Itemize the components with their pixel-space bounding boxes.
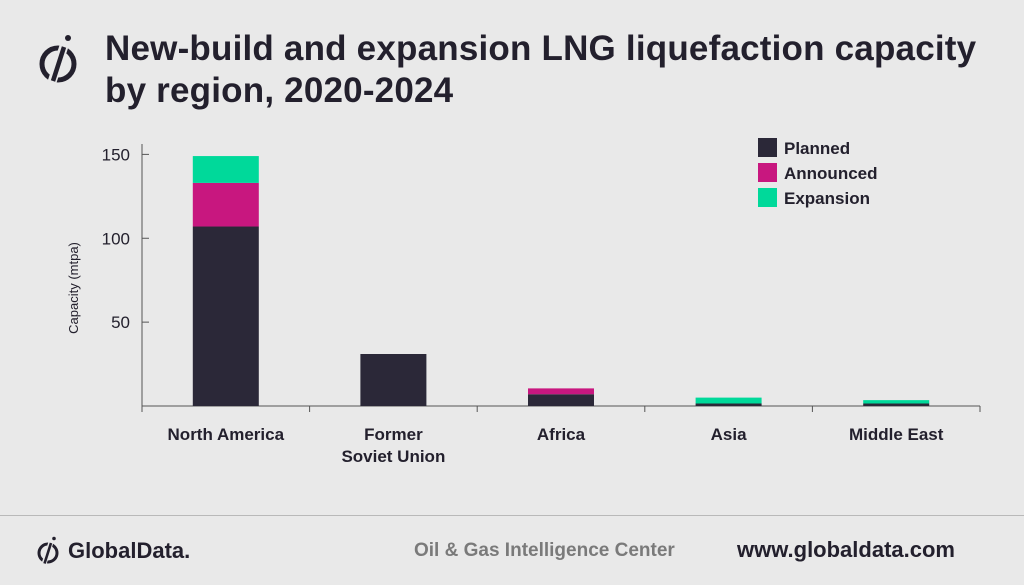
legend-swatch-announced <box>758 163 777 182</box>
chart-title: New-build and expansion LNG liquefaction… <box>105 29 977 110</box>
bar-expansion-north-america <box>192 156 259 183</box>
x-tick-label: Former Soviet Union <box>341 425 445 466</box>
y-tick-label: 50 <box>111 313 130 332</box>
footer-brand-name: GlobalData. <box>68 538 191 563</box>
legend-swatch-expansion <box>758 188 777 207</box>
chart: 50 100 150 Capacity (mtpa) North America Form… <box>66 138 981 466</box>
bar-announced-north-america <box>192 182 259 227</box>
y-tick-label: 100 <box>102 229 130 248</box>
bar-expansion-asia <box>695 397 762 404</box>
bar-planned-africa <box>528 394 594 406</box>
footer-url-link[interactable]: www.globaldata.com <box>737 537 955 562</box>
bar-expansion-middle-east <box>863 400 930 404</box>
footer-center-name: Oil & Gas Intelligence Center <box>414 540 675 561</box>
bar-planned-north-america <box>192 226 259 406</box>
footer-divider <box>0 515 1024 516</box>
y-axis-label: Capacity (mtpa) <box>66 242 81 334</box>
legend-label-planned: Planned <box>784 139 850 158</box>
x-tick-label: North America <box>168 425 285 444</box>
legend-label-announced: Announced <box>784 164 878 183</box>
globaldata-logo-icon <box>39 35 77 84</box>
bar-planned-asia <box>695 403 762 406</box>
legend-label-expansion: Expansion <box>784 189 870 208</box>
header: New-build and expansion LNG liquefaction… <box>36 22 1006 122</box>
y-tick-label: 150 <box>102 145 130 164</box>
x-tick-label: Asia <box>711 425 747 444</box>
legend-swatch-planned <box>758 138 777 157</box>
bar-planned-middle-east <box>863 403 930 406</box>
footer: GlobalData. Oil & Gas Intelligence Cente… <box>0 520 1024 585</box>
bar-announced-africa <box>528 388 594 395</box>
globaldata-small-logo-icon <box>37 536 59 565</box>
x-tick-label: Middle East <box>849 425 944 444</box>
bar-planned-former-soviet-union <box>360 354 427 406</box>
x-tick-label: Africa <box>537 425 586 444</box>
